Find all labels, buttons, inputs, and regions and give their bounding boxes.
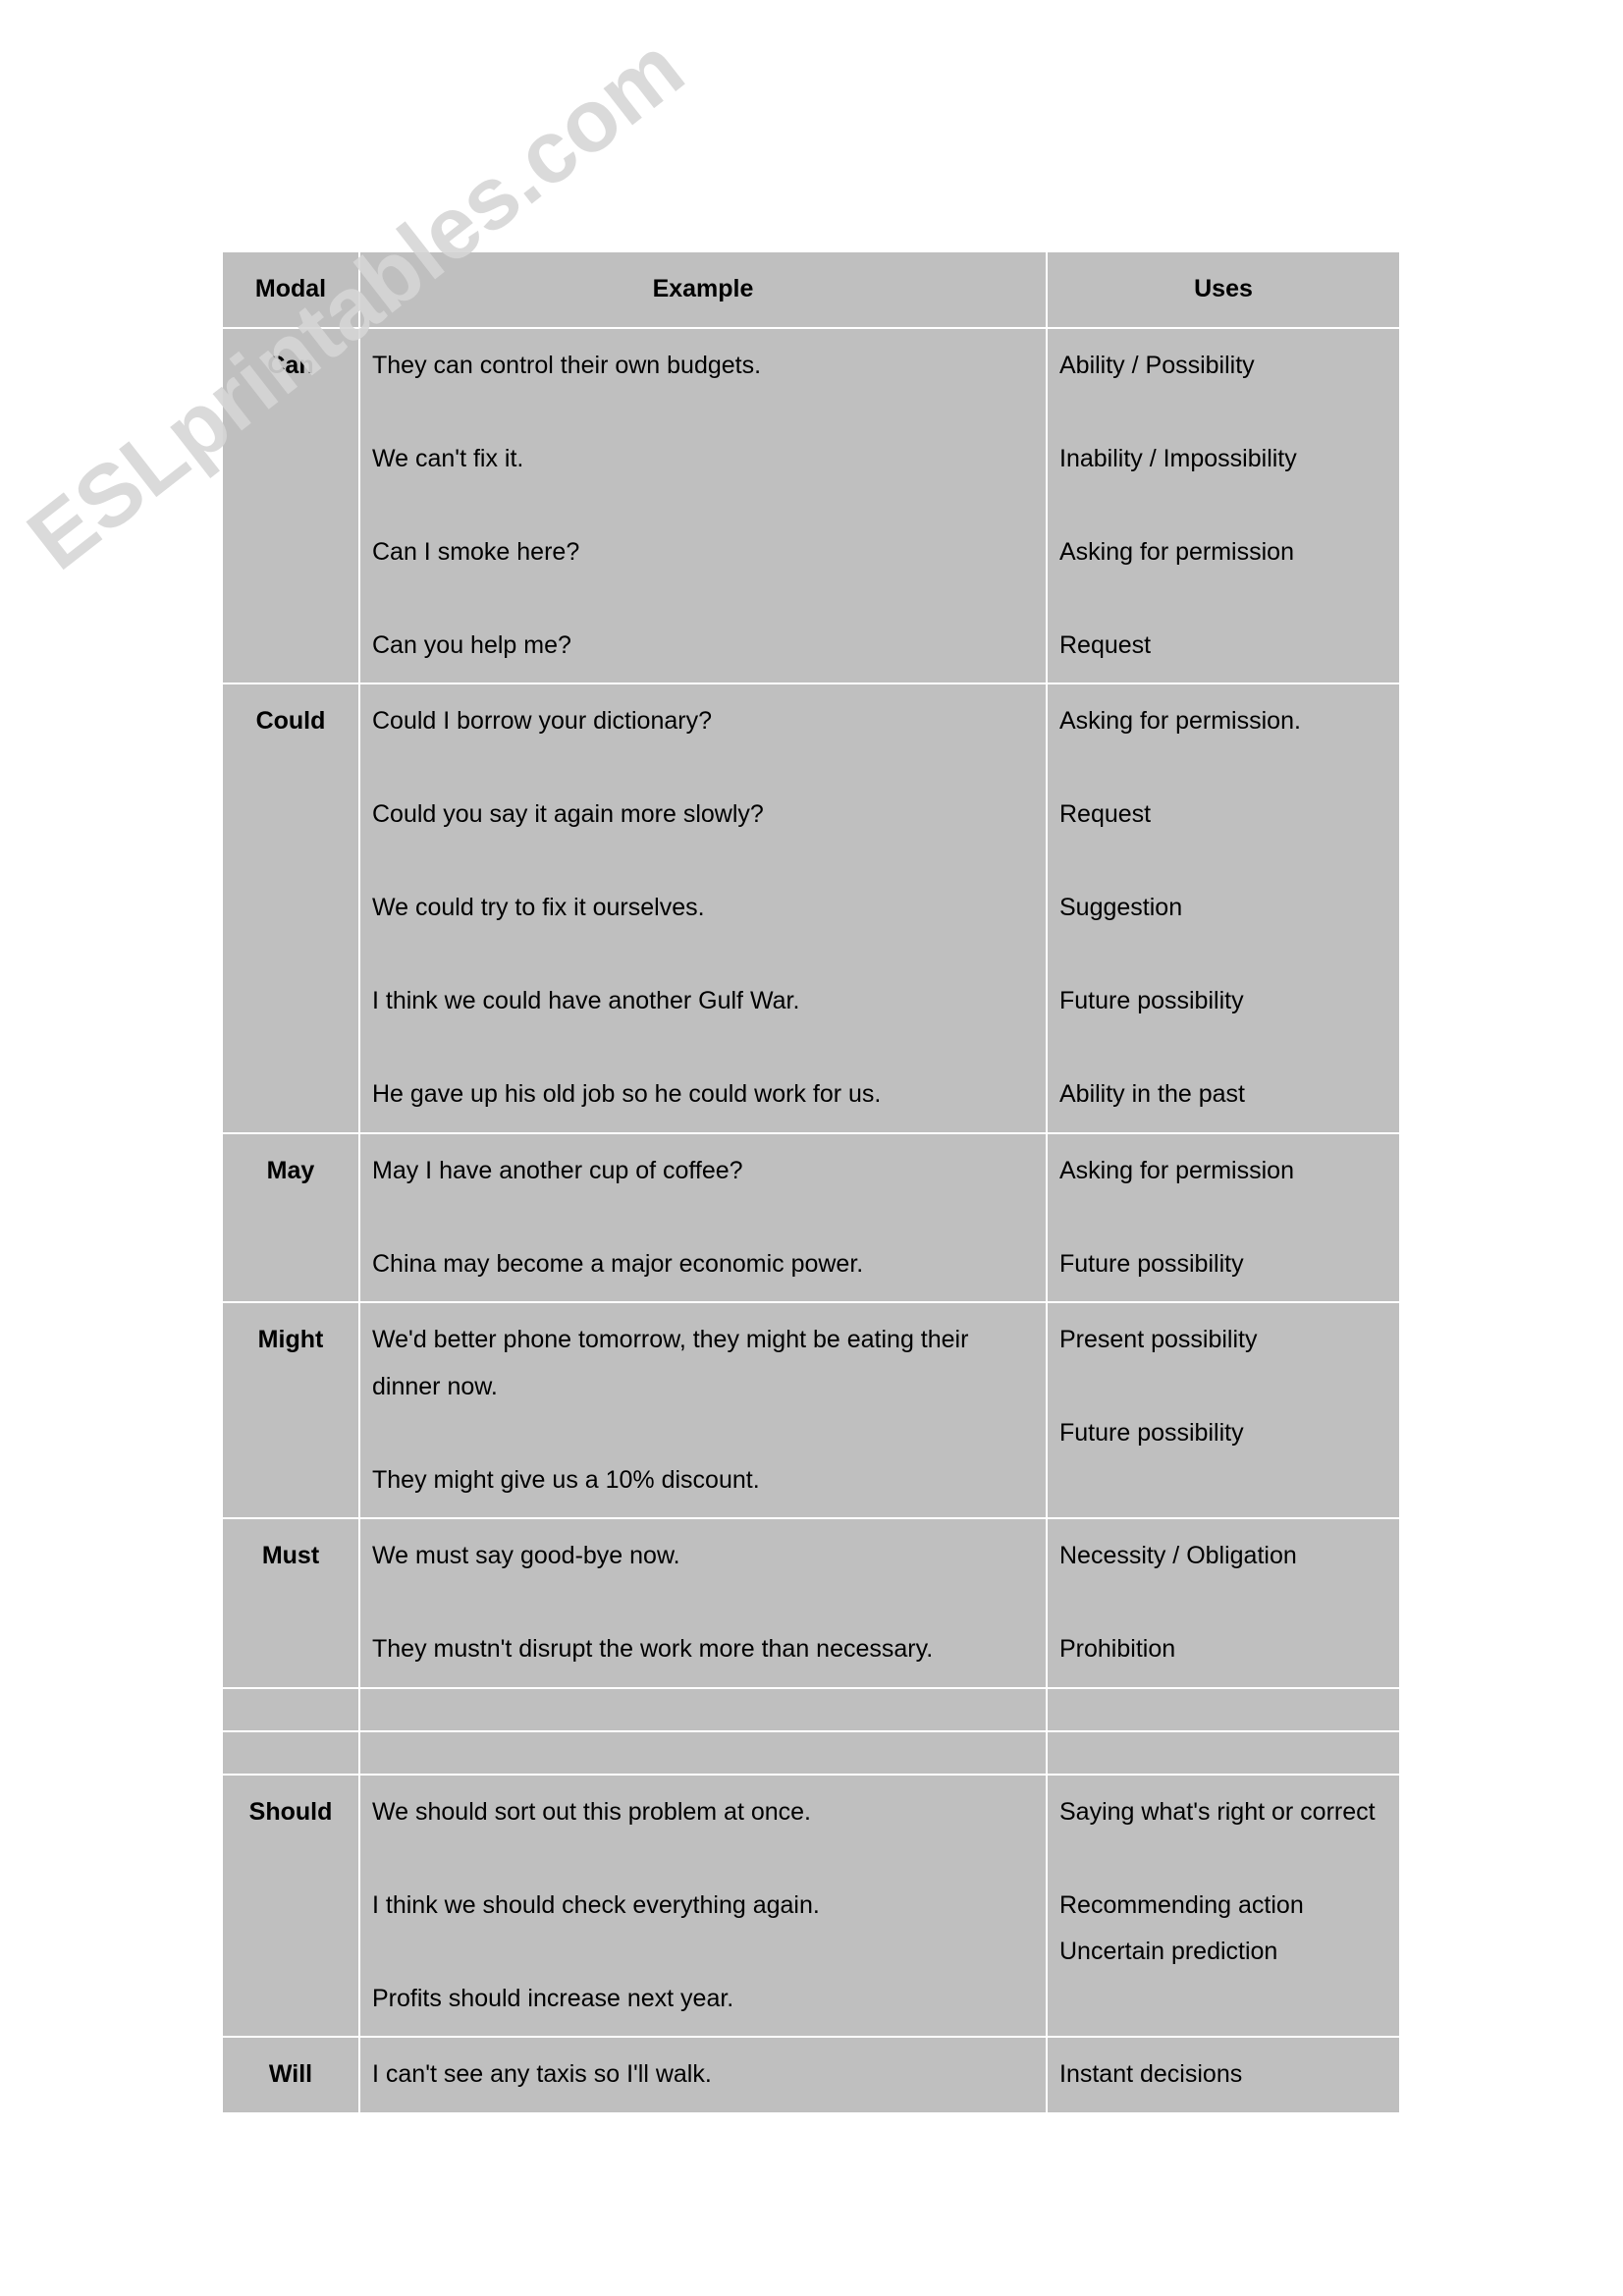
uses-cell: Present possibility Future possibility [1047, 1302, 1400, 1518]
table-row: May May I have another cup of coffee? Ch… [222, 1133, 1400, 1303]
example-text: We could try to fix it ourselves. [372, 894, 705, 921]
modal-cell: Might [222, 1302, 359, 1518]
example-text: I think we could have another Gulf War. [372, 987, 799, 1014]
uses-cell: Necessity / Obligation Prohibition [1047, 1518, 1400, 1688]
example-text: They might give us a 10% discount. [372, 1466, 760, 1494]
table-row: Could Could I borrow your dictionary? Co… [222, 683, 1400, 1133]
spacer-cell [359, 1731, 1047, 1775]
example-cell: We should sort out this problem at once.… [359, 1775, 1047, 2038]
example-text: They mustn't disrupt the work more than … [372, 1635, 933, 1663]
use-text: Ability in the past [1059, 1080, 1245, 1108]
table-row: Might We'd better phone tomorrow, they m… [222, 1302, 1400, 1518]
use-text: Suggestion [1059, 894, 1182, 921]
use-text: Request [1059, 631, 1151, 659]
table-row: Will I can't see any taxis so I'll walk.… [222, 2037, 1400, 2113]
use-text: Asking for permission. [1059, 707, 1301, 735]
spacer-cell [1047, 1731, 1400, 1775]
modal-cell: Could [222, 683, 359, 1133]
use-text: Future possibility [1059, 1250, 1244, 1278]
modal-verbs-table: Modal Example Uses Can They can control … [221, 250, 1401, 2114]
example-text: Can I smoke here? [372, 538, 579, 566]
use-text: Instant decisions [1059, 2060, 1242, 2088]
example-text: I think we should check everything again… [372, 1891, 820, 1919]
spacer-cell [1047, 1688, 1400, 1731]
spacer-cell [222, 1688, 359, 1731]
use-text: Future possibility [1059, 1419, 1244, 1447]
example-text: Profits should increase next year. [372, 1985, 733, 2012]
modal-cell: Can [222, 328, 359, 684]
use-text: Asking for permission [1059, 1157, 1294, 1184]
example-cell: We must say good-bye now. They mustn't d… [359, 1518, 1047, 1688]
example-text: China may become a major economic power. [372, 1250, 863, 1278]
example-text: We must say good-bye now. [372, 1542, 680, 1569]
col-header-modal: Modal [222, 251, 359, 328]
use-text: Ability / Possibility [1059, 352, 1255, 379]
table-row: Should We should sort out this problem a… [222, 1775, 1400, 2038]
uses-cell: Ability / Possibility Inability / Imposs… [1047, 328, 1400, 684]
use-text: Future possibility [1059, 987, 1244, 1014]
table-row: Can They can control their own budgets. … [222, 328, 1400, 684]
modal-cell: Must [222, 1518, 359, 1688]
use-text: Asking for permission [1059, 538, 1294, 566]
use-text: Uncertain prediction [1059, 1938, 1277, 1965]
modal-cell: May [222, 1133, 359, 1303]
col-header-example: Example [359, 251, 1047, 328]
example-text: He gave up his old job so he could work … [372, 1080, 881, 1108]
modal-cell: Should [222, 1775, 359, 2038]
uses-cell: Asking for permission Future possibility [1047, 1133, 1400, 1303]
uses-cell: Saying what's right or correct Recommend… [1047, 1775, 1400, 2038]
example-text: May I have another cup of coffee? [372, 1157, 743, 1184]
example-cell: Could I borrow your dictionary? Could yo… [359, 683, 1047, 1133]
example-text: I can't see any taxis so I'll walk. [372, 2060, 712, 2088]
example-text: They can control their own budgets. [372, 352, 761, 379]
use-text: Inability / Impossibility [1059, 445, 1297, 472]
example-text: Could you say it again more slowly? [372, 800, 764, 828]
spacer-cell [222, 1731, 359, 1775]
use-text: Necessity / Obligation [1059, 1542, 1297, 1569]
table-spacer-row [222, 1731, 1400, 1775]
uses-cell: Instant decisions [1047, 2037, 1400, 2113]
example-text: Can you help me? [372, 631, 571, 659]
example-text: We'd better phone tomorrow, they might b… [372, 1326, 968, 1400]
table-spacer-row [222, 1688, 1400, 1731]
modal-verbs-table-container: Modal Example Uses Can They can control … [221, 250, 1399, 2114]
uses-cell: Asking for permission. Request Suggestio… [1047, 683, 1400, 1133]
example-text: We can't fix it. [372, 445, 523, 472]
use-text: Present possibility [1059, 1326, 1257, 1353]
spacer-cell [359, 1688, 1047, 1731]
use-text: Request [1059, 800, 1151, 828]
modal-cell: Will [222, 2037, 359, 2113]
col-header-uses: Uses [1047, 251, 1400, 328]
use-text: Recommending action [1059, 1891, 1304, 1919]
example-cell: We'd better phone tomorrow, they might b… [359, 1302, 1047, 1518]
example-cell: They can control their own budgets. We c… [359, 328, 1047, 684]
example-cell: I can't see any taxis so I'll walk. [359, 2037, 1047, 2113]
example-text: Could I borrow your dictionary? [372, 707, 712, 735]
table-header-row: Modal Example Uses [222, 251, 1400, 328]
table-row: Must We must say good-bye now. They must… [222, 1518, 1400, 1688]
example-cell: May I have another cup of coffee? China … [359, 1133, 1047, 1303]
use-text: Prohibition [1059, 1635, 1175, 1663]
example-text: We should sort out this problem at once. [372, 1798, 811, 1826]
use-text: Saying what's right or correct [1059, 1798, 1376, 1826]
page: ESLprintables.com Modal Example Uses Can… [0, 0, 1623, 2296]
